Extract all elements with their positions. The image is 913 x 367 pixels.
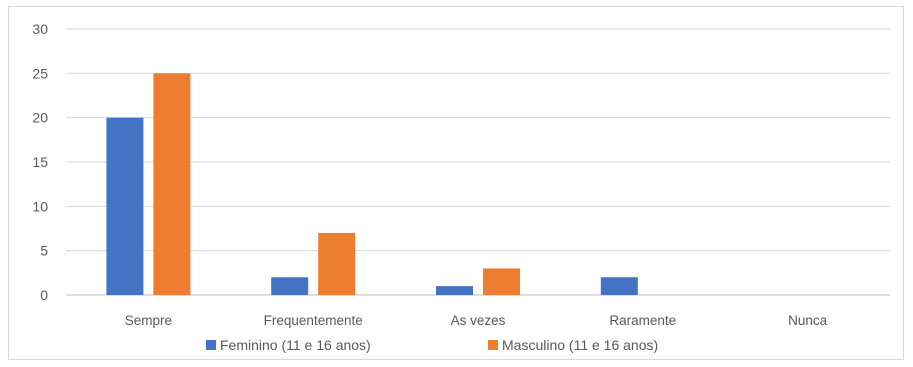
y-axis-ticks: 0 5 10 15 20 25 30 (32, 21, 48, 303)
legend-label-masculino: Masculino (11 e 16 anos) (502, 337, 658, 353)
x-category-label: Raramente (609, 313, 676, 328)
legend: Feminino (11 e 16 anos) Masculino (11 e 1… (206, 337, 658, 353)
bar-feminino-2 (436, 286, 473, 295)
x-category-label: As vezes (451, 313, 506, 328)
legend-swatch-feminino (206, 340, 216, 350)
y-tick-label: 10 (32, 198, 48, 214)
y-tick-label: 30 (32, 21, 48, 37)
y-tick-label: 0 (40, 287, 48, 303)
y-tick-label: 25 (32, 65, 48, 81)
bar-feminino-1 (271, 277, 309, 295)
legend-swatch-masculino (488, 340, 498, 350)
bar-feminino-0 (106, 117, 144, 296)
x-axis-categories: Sempre Frequentemente As vezes Raramente Nun… (125, 313, 828, 328)
bar-masculino-2 (483, 268, 520, 295)
y-tick-label: 15 (32, 154, 48, 170)
y-tick-label: 20 (32, 110, 48, 126)
bar-masculino-0 (153, 73, 191, 295)
bar-feminino-3 (600, 277, 638, 295)
x-category-label: Nunca (788, 313, 828, 328)
y-tick-label: 5 (40, 243, 48, 259)
legend-label-feminino: Feminino (11 e 16 anos) (220, 337, 371, 353)
bar-masculino-1 (318, 232, 356, 295)
x-category-label: Sempre (125, 313, 172, 328)
x-category-label: Frequentemente (264, 313, 363, 328)
gridlines (66, 28, 890, 296)
bars (106, 73, 638, 296)
